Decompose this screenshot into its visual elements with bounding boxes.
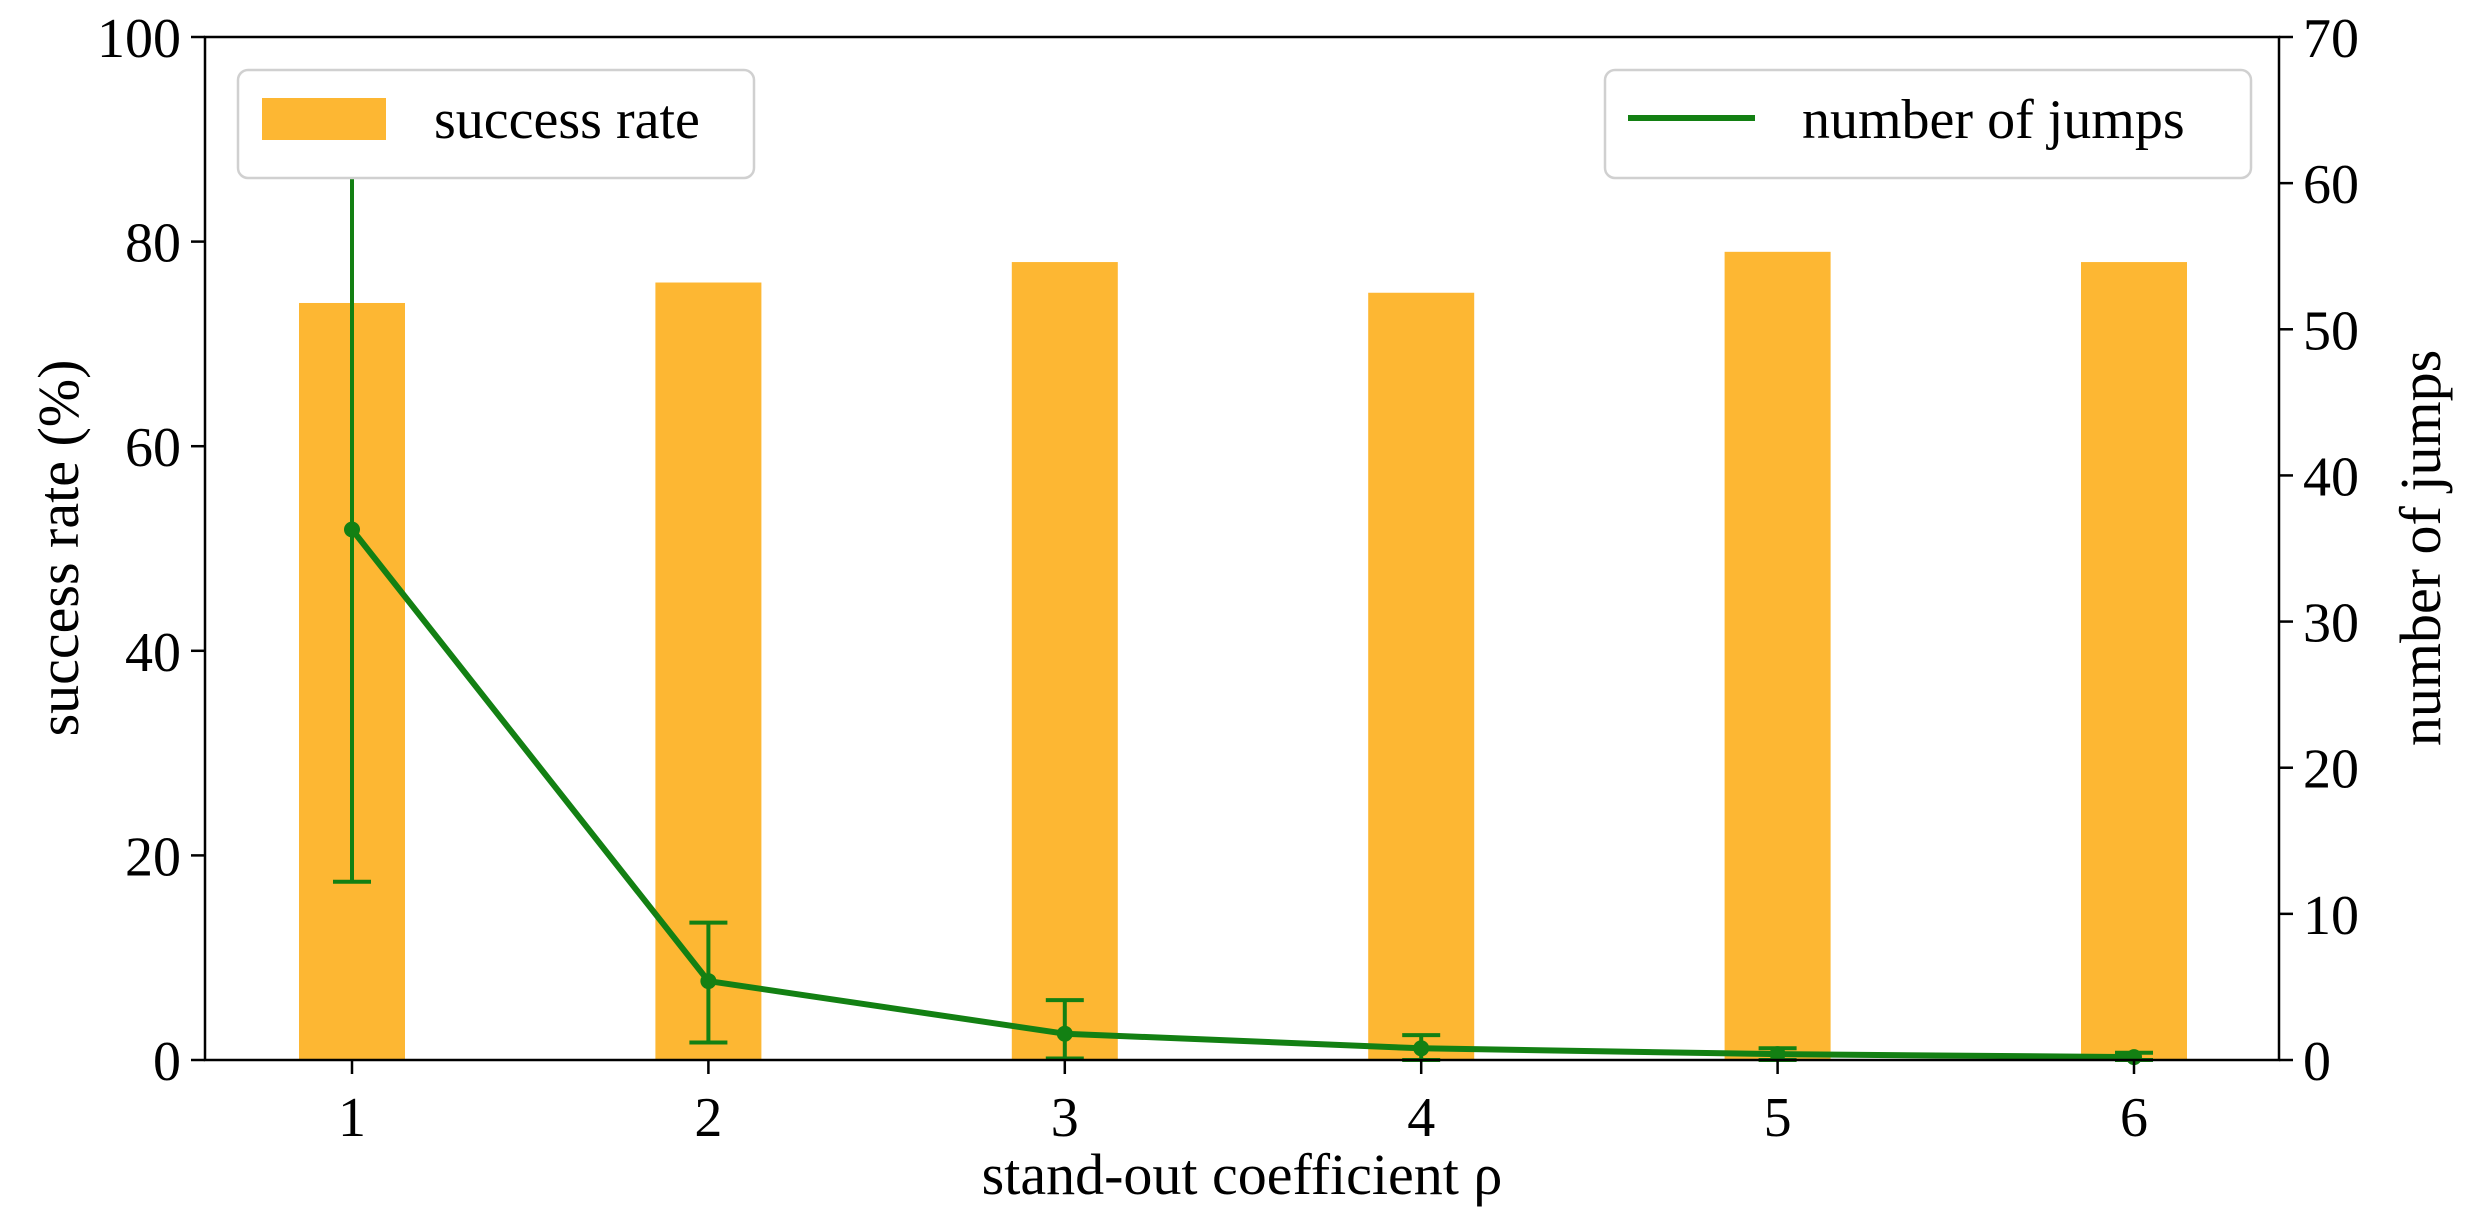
x-axis-label: stand-out coefficient ρ (982, 1142, 1503, 1207)
legend-frame (236, 68, 756, 180)
point-number-of-jumps-5 (1769, 1046, 1786, 1063)
y-right-tick-label: 30 (2303, 593, 2359, 655)
y-left-tick-label: 80 (125, 213, 181, 275)
legend-frame (1603, 68, 2253, 180)
x-axis-ticks: 1 2 3 4 5 6 (338, 1060, 2148, 1149)
plot-frame (203, 35, 2281, 1062)
y-right-tick-label: 50 (2303, 300, 2359, 362)
bar-success-rate-3 (1011, 262, 1118, 1060)
x-tick-label: 6 (2120, 1087, 2148, 1149)
y-right-axis-ticks: 0 10 20 30 40 50 60 70 (2279, 8, 2359, 1093)
y-left-tick-label: 60 (125, 417, 181, 479)
point-number-of-jumps-1 (344, 521, 360, 538)
legend-label-number-of-jumps: number of jumps (1802, 89, 2185, 151)
y-right-tick-label: 20 (2303, 739, 2359, 801)
y-left-tick-label: 20 (125, 826, 181, 888)
y-left-axis-label: success rate (%) (26, 360, 91, 737)
x-tick-label: 5 (1764, 1087, 1792, 1149)
y-right-axis-label: number of jumps (2388, 350, 2453, 746)
point-number-of-jumps-2 (700, 973, 717, 990)
bar-success-rate-4 (1368, 292, 1475, 1060)
y-right-tick-label: 40 (2303, 446, 2359, 508)
point-number-of-jumps-4 (1413, 1040, 1430, 1057)
point-number-of-jumps-3 (1056, 1025, 1073, 1042)
legend-label-success-rate: success rate (434, 89, 700, 151)
y-right-tick-label: 0 (2303, 1031, 2331, 1093)
x-tick-label: 4 (1407, 1087, 1435, 1149)
y-right-tick-label: 10 (2303, 885, 2359, 947)
legend-success-rate: success rate (236, 68, 756, 180)
bar-group (299, 251, 2187, 1061)
x-tick-label: 2 (694, 1087, 722, 1149)
y-left-tick-label: 0 (153, 1031, 181, 1093)
y-left-tick-label: 40 (125, 622, 181, 684)
line-number-of-jumps (349, 527, 2135, 1061)
legend-swatch-bar (262, 98, 386, 140)
legend-number-of-jumps: number of jumps (1603, 68, 2253, 180)
bar-success-rate-5 (1724, 251, 1831, 1060)
x-tick-label: 1 (338, 1087, 366, 1149)
y-right-tick-label: 70 (2303, 8, 2359, 70)
y-left-axis-ticks: 0 20 40 60 80 100 (97, 8, 205, 1093)
bar-success-rate-6 (2081, 262, 2187, 1060)
y-right-tick-label: 60 (2303, 154, 2359, 216)
x-tick-label: 3 (1051, 1087, 1079, 1149)
line-group (333, 172, 2153, 1066)
y-left-tick-label: 100 (97, 8, 181, 70)
